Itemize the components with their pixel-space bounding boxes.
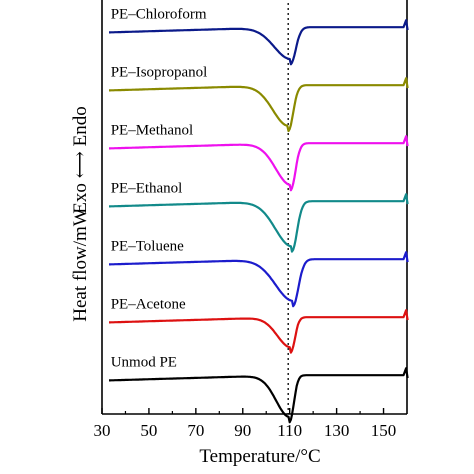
series-label-3: PE–Ethanol — [111, 180, 183, 196]
series-labels: PE–Chloroform PE–Isopropanol PE–Methanol PE… — [111, 6, 208, 370]
series-line-3 — [109, 193, 409, 253]
series-line-1 — [109, 77, 409, 133]
plot-frame — [101, 0, 408, 415]
series-group — [109, 19, 409, 424]
y-axis-label: Heat flow/mW — [70, 208, 91, 322]
x-tick-label: 70 — [187, 421, 204, 440]
series-label-4: PE–Toluene — [111, 238, 184, 254]
series-line-6 — [109, 367, 409, 424]
x-tick-label: 110 — [277, 421, 302, 440]
series-label-6: Unmod PE — [111, 354, 177, 370]
series-line-2 — [109, 135, 409, 192]
x-tick-label: 50 — [140, 421, 157, 440]
x-tick-label: 30 — [94, 421, 111, 440]
x-tick-label: 150 — [371, 421, 397, 440]
y-axis-direction-label: Exo ⟷ Endo — [70, 106, 91, 213]
series-label-5: PE–Acetone — [111, 296, 186, 312]
x-axis-label: Temperature/°C — [199, 446, 320, 467]
series-line-4 — [109, 251, 409, 308]
series-label-1: PE–Isopropanol — [111, 64, 208, 80]
x-axis-ticks: 30 50 70 90 110 130 150 — [94, 408, 397, 440]
series-label-2: PE–Methanol — [111, 122, 194, 138]
series-line-5 — [109, 309, 409, 354]
x-tick-label: 130 — [324, 421, 350, 440]
x-tick-label: 90 — [234, 421, 251, 440]
series-label-0: PE–Chloroform — [111, 6, 207, 22]
series-line-0 — [109, 19, 409, 66]
